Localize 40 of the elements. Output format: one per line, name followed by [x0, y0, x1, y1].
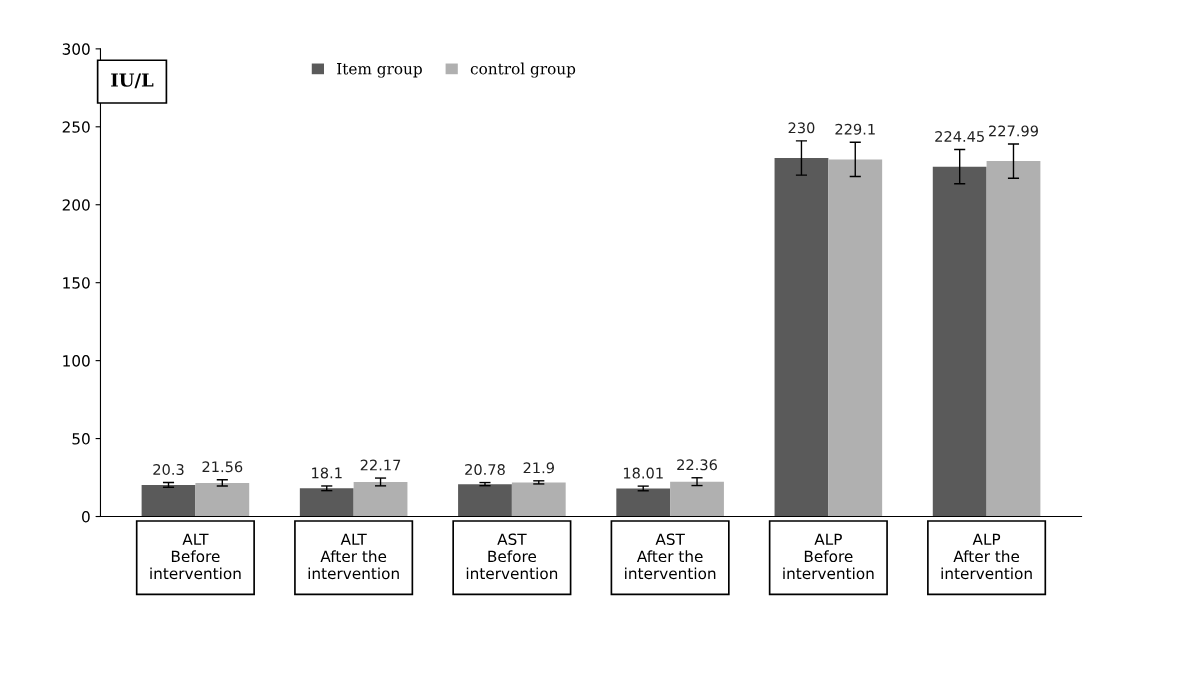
x-tick-label: ALT After the intervention: [308, 533, 399, 580]
y-tick-label: 300: [62, 43, 90, 55]
y-tick-label: 100: [63, 355, 90, 367]
x-tick-label: AST Before intervention: [466, 533, 558, 580]
bar: [986, 161, 1041, 517]
data-label: 229.1: [835, 123, 875, 135]
data-label: 22.17: [360, 459, 401, 471]
data-label: 21.9: [523, 462, 554, 474]
x-tick-label: ALP Before intervention: [783, 533, 874, 580]
bar: [458, 484, 512, 517]
bar: [195, 482, 250, 517]
data-label: 227.99: [989, 125, 1038, 137]
data-label: 22.36: [677, 459, 717, 471]
data-label: 230: [788, 122, 815, 134]
data-label: 18.1: [312, 467, 342, 479]
y-axis-title: IU/L: [111, 73, 154, 89]
x-tick-label: ALT Before intervention: [150, 533, 241, 580]
y-tick-label: 150: [63, 277, 90, 289]
x-tick-label: ALP After the intervention: [941, 533, 1032, 580]
bar: [299, 488, 354, 517]
bar: [932, 166, 987, 517]
data-label: 21.56: [202, 461, 243, 473]
bar: [141, 484, 196, 517]
data-label: 20.78: [465, 464, 505, 476]
bar: [774, 157, 829, 517]
x-tick-label: AST After the intervention: [625, 533, 716, 580]
bar: [828, 159, 883, 517]
data-label: 224.45: [935, 130, 984, 142]
data-label: 18.01: [623, 467, 663, 479]
bar: [670, 481, 724, 517]
data-label: 20.3: [153, 464, 184, 476]
legend-label: control group: [470, 62, 576, 78]
bar: [511, 482, 566, 517]
bar: [353, 481, 408, 517]
y-tick-label: 50: [72, 433, 90, 445]
y-tick-label: 250: [62, 121, 90, 133]
y-tick-label: 200: [62, 199, 90, 211]
legend-label: Item group: [337, 63, 422, 78]
y-tick-label: 0: [82, 510, 90, 523]
bar: [616, 488, 671, 517]
